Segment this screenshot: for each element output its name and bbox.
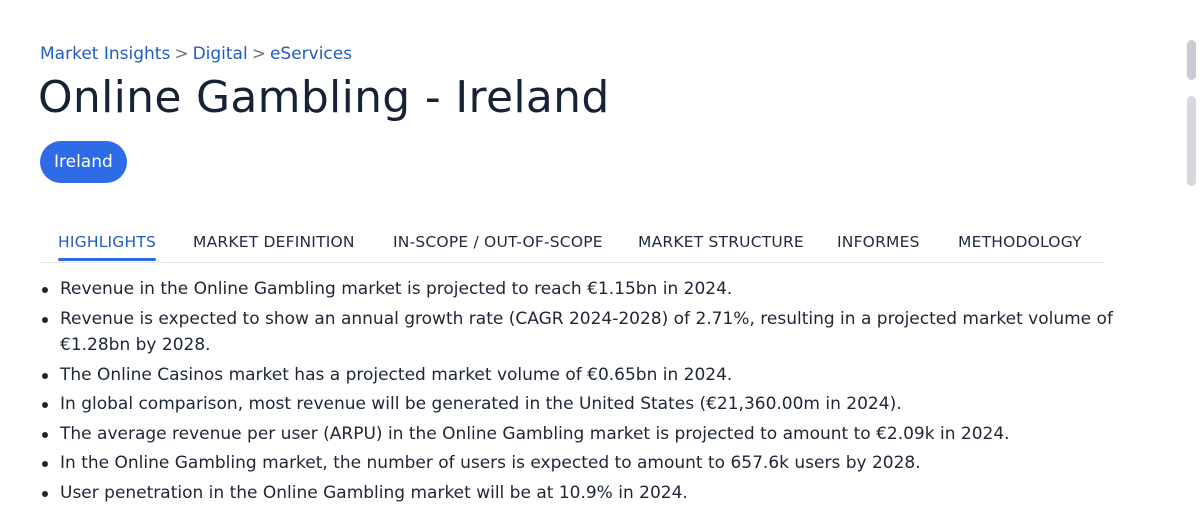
tab-methodology[interactable]: METHODOLOGY — [958, 222, 1082, 262]
breadcrumb-separator: > — [174, 44, 189, 64]
tab-label: HIGHLIGHTS — [58, 233, 157, 251]
scrollbar-thumb[interactable] — [1187, 40, 1196, 80]
tab-bar: HIGHLIGHTS MARKET DEFINITION IN-SCOPE / … — [40, 222, 1104, 263]
highlight-text: The average revenue per user (ARPU) in t… — [60, 423, 1010, 444]
tab-highlights[interactable]: HIGHLIGHTS — [58, 222, 157, 262]
bullet-icon — [42, 287, 48, 293]
tab-label: INFORMES — [837, 233, 920, 251]
list-item: The average revenue per user (ARPU) in t… — [40, 421, 1180, 448]
list-item: Revenue is expected to show an annual gr… — [40, 306, 1180, 359]
tab-informes[interactable]: INFORMES — [837, 222, 920, 262]
list-item: Revenue in the Online Gambling market is… — [40, 276, 1180, 303]
page-title: Online Gambling - Ireland — [38, 72, 610, 123]
bullet-icon — [42, 490, 48, 497]
list-item: In global comparison, most revenue will … — [40, 391, 1180, 418]
bullet-icon — [42, 402, 48, 408]
highlight-text: In the Online Gambling market, the numbe… — [60, 453, 921, 473]
tab-label: MARKET STRUCTURE — [638, 233, 804, 251]
scrollbar[interactable] — [1180, 40, 1200, 190]
tab-market-structure[interactable]: MARKET STRUCTURE — [638, 222, 804, 262]
breadcrumb-market-insights[interactable]: Market Insights — [40, 44, 171, 64]
active-tab-indicator — [58, 258, 157, 261]
bullet-icon — [42, 461, 48, 467]
breadcrumb: Market Insights > Digital > eServices — [40, 44, 352, 64]
list-item: The Online Casinos market has a projecte… — [40, 362, 1180, 389]
tab-market-definition[interactable]: MARKET DEFINITION — [193, 222, 355, 262]
breadcrumb-eservices[interactable]: eServices — [269, 44, 353, 64]
scrollbar-thumb[interactable] — [1187, 96, 1196, 186]
breadcrumb-digital[interactable]: Digital — [192, 44, 248, 64]
bullet-icon — [42, 372, 48, 379]
tab-in-scope-out-of-scope[interactable]: IN-SCOPE / OUT-OF-SCOPE — [393, 222, 603, 262]
highlight-text: Revenue in the Online Gambling market is… — [60, 279, 733, 299]
bullet-icon — [42, 431, 48, 438]
highlight-text: Revenue is expected to show an annual gr… — [60, 308, 1113, 356]
list-item: User penetration in the Online Gambling … — [40, 480, 1180, 507]
region-chip-ireland[interactable]: Ireland — [40, 141, 127, 183]
list-item: In the Online Gambling market, the numbe… — [40, 450, 1180, 477]
tab-label: IN-SCOPE / OUT-OF-SCOPE — [393, 233, 603, 251]
highlights-list: Revenue in the Online Gambling market is… — [40, 276, 1180, 509]
highlight-text: The Online Casinos market has a projecte… — [60, 364, 733, 385]
tab-label: METHODOLOGY — [958, 233, 1082, 251]
tab-label: MARKET DEFINITION — [193, 233, 355, 251]
breadcrumb-separator: > — [251, 44, 266, 64]
highlight-text: User penetration in the Online Gambling … — [60, 482, 688, 503]
highlight-text: In global comparison, most revenue will … — [60, 394, 902, 414]
bullet-icon — [42, 316, 48, 323]
